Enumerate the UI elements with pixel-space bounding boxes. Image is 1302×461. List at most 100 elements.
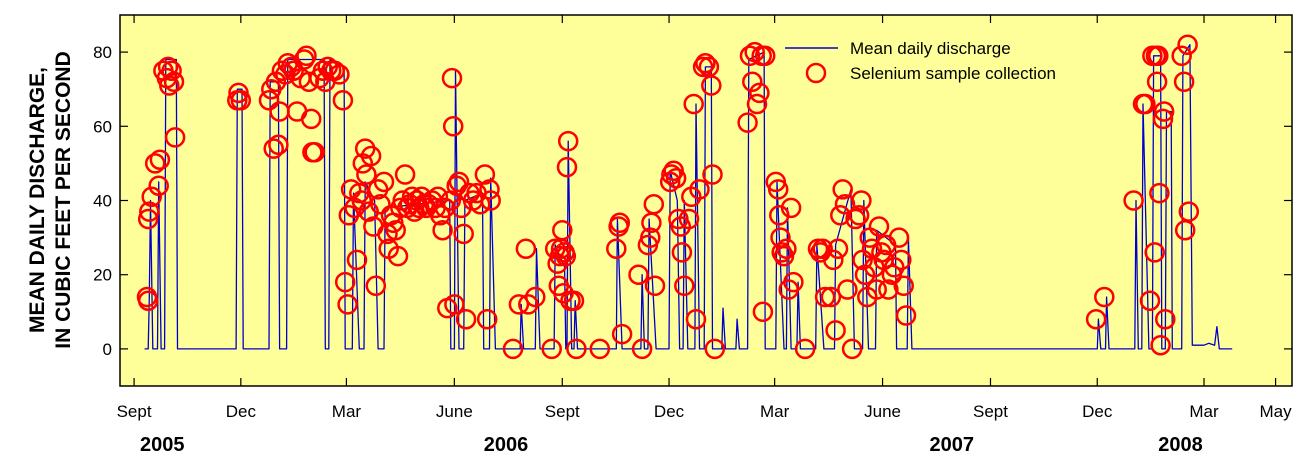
- selenium-sample-point: [387, 245, 409, 267]
- x-tick-label-9: Dec: [1082, 402, 1113, 421]
- selenium-sample-point: [845, 208, 866, 230]
- selenium-sample-point: [742, 71, 763, 93]
- x-tick-label-10: Mar: [1189, 402, 1219, 421]
- x-tick-label-8: Sept: [973, 402, 1008, 421]
- selenium-sample-point: [298, 71, 320, 93]
- selenium-sample-point: [441, 67, 463, 89]
- x-tick-label-0: Sept: [117, 402, 152, 421]
- selenium-sample-point: [337, 294, 358, 315]
- selenium-sample-point: [878, 279, 899, 300]
- selenium-sample-point: [685, 308, 707, 330]
- selenium-sample-point: [444, 294, 465, 315]
- selenium-sample-point: [137, 290, 159, 311]
- selenium-sample-point: [448, 171, 470, 193]
- selenium-sample-point: [360, 145, 382, 167]
- selenium-sample-point: [891, 249, 912, 271]
- selenium-sample-point: [553, 283, 574, 304]
- selenium-sample-point: [665, 167, 687, 189]
- selenium-sample-point: [754, 45, 776, 67]
- selenium-sample-point: [525, 286, 546, 308]
- selenium-sample-point: [888, 227, 910, 248]
- selenium-sample-point: [474, 164, 496, 185]
- selenium-sample-point: [692, 56, 714, 78]
- selenium-sample-point: [148, 175, 169, 196]
- selenium-sample-point: [1123, 190, 1144, 211]
- selenium-sample-point: [1085, 308, 1107, 330]
- selenium-sample-point: [370, 193, 391, 215]
- selenium-sample-point: [606, 238, 627, 259]
- selenium-sample-point: [1152, 108, 1174, 130]
- selenium-sample-point: [469, 193, 491, 215]
- legend-label-discharge: Mean daily discharge: [850, 39, 1011, 58]
- year-label-2008: 2008: [1158, 434, 1203, 456]
- selenium-sample-point: [139, 201, 160, 222]
- selenium-sample-point: [631, 338, 653, 360]
- y-axis-label-line1: MEAN DAILY DISCHARGE,: [26, 67, 49, 333]
- selenium-sample-point: [832, 179, 853, 200]
- selenium-sample-point: [794, 338, 816, 360]
- selenium-sample-point: [746, 93, 768, 115]
- selenium-sample-point: [283, 60, 304, 81]
- selenium-sample-point: [479, 179, 500, 200]
- y-tick-label-0: 0: [103, 340, 112, 359]
- selenium-sample-point: [1174, 219, 1196, 241]
- selenium-sample-point: [702, 164, 723, 185]
- axes-layer: 0 20 40 60 80 Sept Dec Mar June Sept Dec Mar June Sep…: [93, 15, 1292, 456]
- selenium-sample-point: [671, 242, 693, 263]
- selenium-sample-point: [1135, 93, 1156, 115]
- selenium-sample-point: [1144, 242, 1165, 263]
- selenium-sample-point: [825, 320, 846, 341]
- y-tick-label-1: 20: [93, 266, 112, 285]
- selenium-sample-point: [541, 338, 562, 360]
- selenium-sample-point: [258, 90, 280, 111]
- x-tick-label-2: Mar: [332, 402, 362, 421]
- selenium-sample-point: [334, 271, 356, 293]
- selenium-sample-point: [695, 52, 716, 74]
- selenium-sample-point: [783, 271, 804, 293]
- selenium-sample-point: [300, 108, 322, 130]
- selenium-sample-point: [455, 308, 477, 330]
- selenium-sample-point: [752, 301, 774, 323]
- selenium-sample-point: [644, 275, 666, 297]
- selenium-sample-point: [557, 130, 579, 152]
- selenium-sample-point: [453, 223, 474, 245]
- y-tick-label-2: 40: [93, 192, 112, 211]
- selenium-sample-point: [442, 116, 464, 137]
- selenium-sample-point: [771, 242, 792, 263]
- y-tick-label-4: 80: [93, 43, 112, 62]
- selenium-sample-point: [296, 45, 317, 67]
- selenium-sample-point: [689, 179, 710, 200]
- selenium-sample-point: [640, 227, 661, 248]
- selenium-sample-point: [739, 45, 761, 67]
- selenium-sample-point: [137, 208, 159, 230]
- selenium-sample-point: [1171, 45, 1192, 67]
- selenium-sample-point: [1094, 286, 1115, 308]
- selenium-sample-point: [1139, 290, 1161, 311]
- selenium-sample-point: [820, 286, 842, 308]
- selenium-sample-point: [230, 90, 252, 111]
- selenium-sample-point: [823, 249, 844, 271]
- x-tick-label-5: Dec: [654, 402, 685, 421]
- selenium-sample-point: [556, 156, 578, 178]
- selenium-sample-point: [895, 305, 917, 326]
- x-tick-label-3: June: [436, 402, 473, 421]
- selenium-sample-point: [848, 205, 870, 226]
- x-tick-label-6: Mar: [760, 402, 790, 421]
- x-tick-label-7: June: [864, 402, 901, 421]
- selenium-sample-point: [851, 190, 872, 211]
- selenium-sample-point: [502, 338, 524, 360]
- selenium-sample-point: [346, 249, 368, 271]
- selenium-sample-point: [643, 193, 665, 215]
- selenium-sample-point: [518, 294, 539, 315]
- selenium-sample-point: [515, 238, 537, 259]
- selenium-sample-point: [149, 149, 171, 170]
- selenium-sample-point: [356, 164, 377, 185]
- x-tick-label-1: Dec: [226, 402, 257, 421]
- selenium-sample-point: [549, 245, 571, 267]
- x-tick-label-4: Sept: [545, 402, 580, 421]
- selenium-sample-point: [674, 275, 695, 297]
- selenium-sample-point: [164, 127, 186, 148]
- selenium-sample-point: [163, 71, 185, 93]
- selenium-sample-point: [841, 338, 863, 360]
